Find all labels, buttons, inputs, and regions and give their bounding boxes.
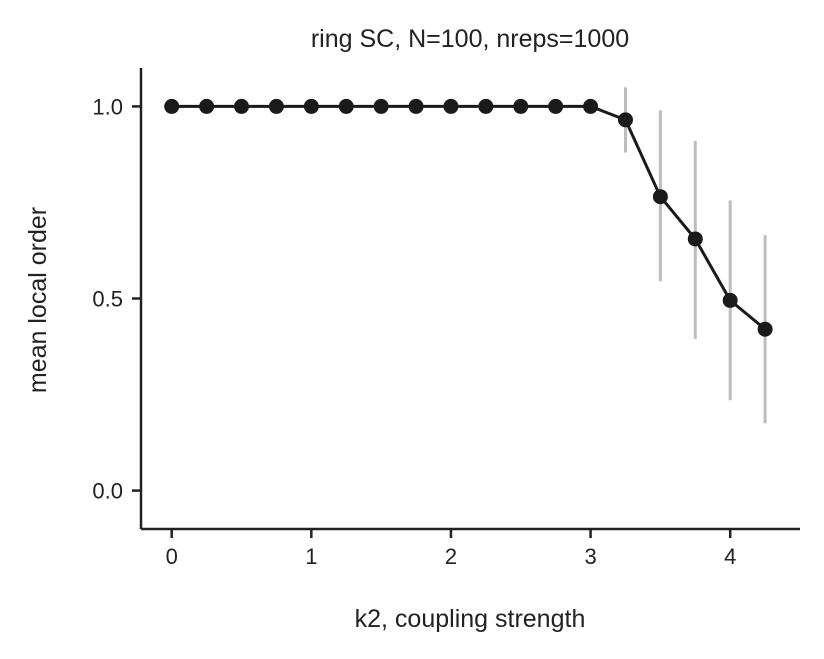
data-point xyxy=(722,292,738,308)
data-point xyxy=(478,98,494,114)
x-tick-label: 2 xyxy=(445,544,457,569)
data-point xyxy=(164,98,180,114)
x-tick-label: 4 xyxy=(724,544,736,569)
error-bars xyxy=(623,87,767,424)
data-points xyxy=(164,98,773,337)
x-tick-label: 0 xyxy=(166,544,178,569)
data-point xyxy=(652,189,668,205)
x-axis-label: k2, coupling strength xyxy=(355,605,586,633)
data-point xyxy=(583,98,599,114)
y-tick-label: 0.0 xyxy=(92,479,123,504)
y-tick-label: 1.0 xyxy=(92,94,123,119)
data-point xyxy=(757,321,773,337)
data-point xyxy=(199,98,215,114)
data-point xyxy=(373,98,389,114)
data-point xyxy=(548,98,564,114)
y-axis-label: mean local order xyxy=(24,207,52,393)
data-point xyxy=(268,98,284,114)
data-point xyxy=(617,112,633,128)
y-tick-label: 0.5 xyxy=(92,287,123,312)
series-line xyxy=(171,104,767,331)
series-line-group xyxy=(171,104,767,331)
data-point xyxy=(408,98,424,114)
axes: 0 1 2 3 4 0.0 0.5 1.0 xyxy=(92,68,800,569)
x-tick-label: 1 xyxy=(305,544,317,569)
data-point xyxy=(234,98,250,114)
data-point xyxy=(303,98,319,114)
data-point xyxy=(443,98,459,114)
data-point xyxy=(513,98,529,114)
data-point xyxy=(687,231,703,247)
chart-title: ring SC, N=100, nreps=1000 xyxy=(311,25,629,53)
x-tick-label: 3 xyxy=(584,544,596,569)
data-point xyxy=(338,98,354,114)
